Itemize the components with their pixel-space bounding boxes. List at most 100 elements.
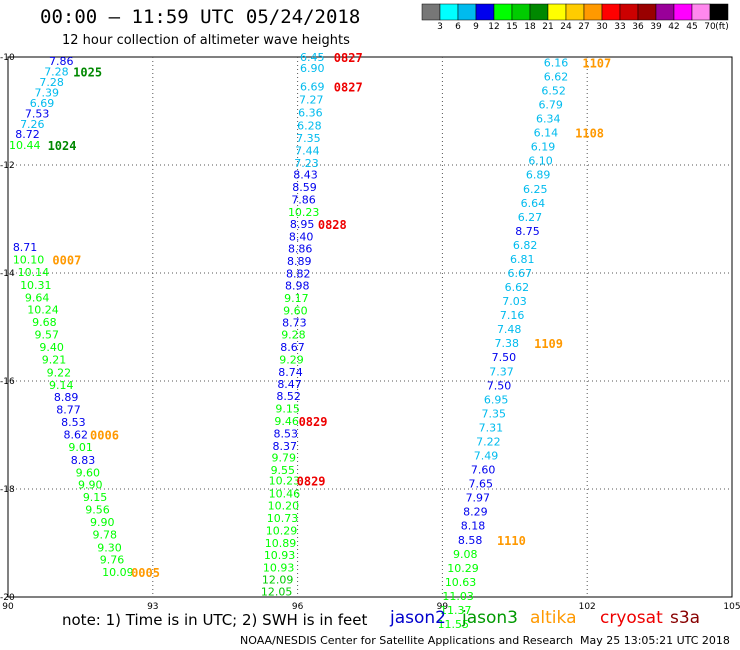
x-tick-label: 99 (437, 602, 449, 612)
time-label: 0829 (297, 474, 326, 488)
footer-timestamp: May 25 13:05:21 UTC 2018 (580, 634, 730, 647)
y-tick-label: -18 (0, 485, 15, 495)
data-point: 6.62 (505, 281, 530, 294)
data-point: 9.40 (39, 341, 64, 354)
data-point: 7.16 (500, 309, 525, 322)
data-point: 7.50 (487, 379, 512, 392)
data-point: 9.22 (47, 366, 72, 379)
data-point: 6.69 (300, 81, 325, 94)
data-point: 10.93 (263, 561, 295, 574)
time-label: 1110 (497, 534, 526, 548)
time-label: 0829 (299, 415, 328, 429)
data-point: 9.30 (97, 541, 122, 554)
x-tick-label: 93 (147, 602, 158, 612)
data-point: 7.37 (489, 365, 513, 378)
data-point: 7.97 (466, 492, 491, 505)
data-point: 9.78 (92, 528, 117, 541)
color-scale-bar (421, 3, 729, 21)
data-point: 6.67 (508, 267, 533, 280)
data-point: 7.50 (492, 351, 516, 364)
y-tick-label: -14 (0, 269, 15, 279)
data-point: 8.58 (458, 534, 483, 547)
color-scale-tick: 15 (506, 22, 518, 32)
data-point: 6.27 (518, 211, 543, 224)
data-point: 8.83 (71, 454, 96, 467)
data-point: 9.90 (78, 479, 103, 492)
legend-entry-s3a: s3a (670, 608, 701, 628)
data-point: 6.69 (30, 97, 55, 110)
data-point: 8.75 (515, 225, 540, 238)
data-point: 8.18 (461, 520, 486, 533)
color-scale-tick: 24 (560, 22, 572, 32)
color-scale-tick: 27 (578, 22, 590, 32)
data-point: 9.64 (25, 291, 50, 304)
data-point: 10.73 (267, 512, 299, 525)
data-point: 7.86 (49, 55, 74, 68)
page-title: 00:00 – 11:59 UTC 05/24/2018 (40, 6, 361, 28)
time-label: 1025 (73, 66, 102, 80)
data-point: 6.82 (513, 239, 538, 252)
data-point: 7.65 (468, 478, 493, 491)
data-point: 6.64 (521, 197, 546, 210)
color-scale-tick: 70 (704, 22, 716, 32)
color-scale-tick: 9 (473, 22, 479, 32)
legend-entry-jason3: jason3 (462, 608, 518, 628)
data-point: 7.60 (471, 464, 496, 477)
data-point: 9.17 (284, 292, 309, 305)
data-point: 7.35 (296, 132, 321, 145)
time-label: 0828 (318, 218, 347, 232)
data-point: 6.62 (544, 70, 569, 83)
data-point: 9.15 (275, 403, 300, 416)
color-scale-tick: 30 (596, 22, 608, 32)
data-point: 6.10 (528, 155, 553, 168)
data-point: 10.23 (288, 206, 320, 219)
data-point: 6.89 (526, 169, 551, 182)
data-point: 6.52 (541, 84, 566, 97)
data-point: 7.38 (495, 337, 520, 350)
data-point: 8.52 (276, 390, 301, 403)
data-point: 10.14 (18, 266, 50, 279)
data-point: 9.29 (279, 353, 304, 366)
data-point: 6.90 (300, 62, 325, 75)
legend-entry-jason2: jason2 (390, 608, 446, 628)
data-point: 10.20 (268, 500, 300, 513)
y-tick-label: -10 (0, 53, 15, 63)
plot-frame (7, 56, 733, 598)
data-point: 7.48 (497, 323, 522, 336)
color-scale-tick: 12 (488, 22, 500, 32)
data-point: 7.22 (476, 435, 501, 448)
data-point: 8.98 (285, 279, 310, 292)
data-point: 9.01 (68, 441, 93, 454)
data-point: 7.49 (474, 450, 499, 463)
data-point: 8.67 (280, 341, 305, 354)
data-point: 10.29 (266, 525, 298, 538)
data-point: 7.31 (479, 421, 504, 434)
data-point: 6.81 (510, 253, 535, 266)
data-point: 10.09 (102, 566, 133, 579)
data-point: 8.37 (273, 440, 298, 453)
data-point: 10.44 (9, 139, 41, 152)
data-point: 7.53 (25, 108, 50, 121)
time-label: 0005 (131, 566, 160, 580)
x-tick-label: 90 (2, 602, 14, 612)
data-point: 9.90 (90, 516, 115, 529)
data-point: 10.93 (264, 549, 296, 562)
data-point: 9.55 (271, 464, 296, 477)
data-point: 7.39 (35, 87, 60, 100)
data-point: 6.95 (484, 393, 509, 406)
footer-note: note: 1) Time is in UTC; 2) SWH is in fe… (62, 611, 368, 629)
data-point: 10.29 (447, 562, 479, 575)
data-point: 9.15 (83, 491, 108, 504)
data-point: 9.79 (272, 452, 297, 465)
data-point: 10.46 (269, 487, 301, 500)
time-label: 1108 (575, 127, 604, 141)
color-scale-tick: 6 (455, 22, 461, 32)
data-point: 7.23 (294, 157, 319, 170)
x-tick-label: 96 (292, 602, 304, 612)
data-point: 9.46 (274, 415, 299, 428)
data-point: 12.09 (262, 574, 294, 587)
y-tick-label: -20 (0, 593, 15, 603)
data-point: 7.86 (291, 194, 316, 207)
data-point: 9.68 (32, 316, 57, 329)
data-point: 12.05 (261, 586, 293, 599)
